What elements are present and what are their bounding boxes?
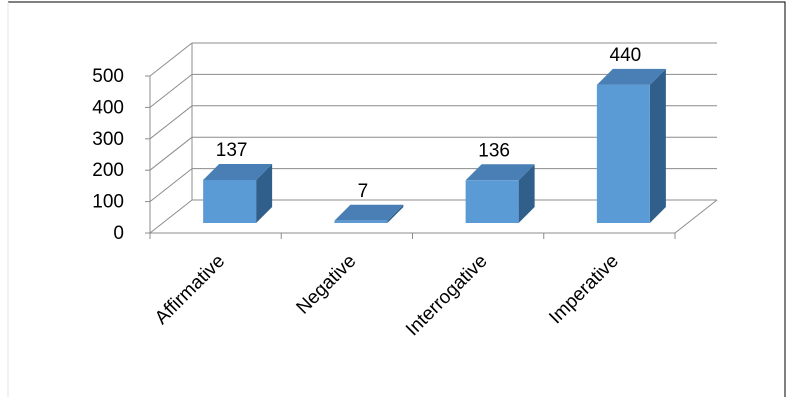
floor-left-edge xyxy=(149,199,193,234)
bar-side xyxy=(256,163,273,223)
bar xyxy=(465,164,535,223)
bars xyxy=(203,68,666,223)
bar-front xyxy=(203,179,257,223)
data-label: 7 xyxy=(358,181,369,202)
x-tick-label: Interrogative xyxy=(402,251,492,341)
gridline-diag xyxy=(149,105,193,140)
y-tick-label: 300 xyxy=(92,129,124,150)
floor-right-edge xyxy=(674,199,718,234)
y-tick-label: 400 xyxy=(92,97,124,118)
gridline-diag xyxy=(149,74,193,108)
bar-front xyxy=(334,220,388,223)
x-tick-label: Imperative xyxy=(545,251,623,329)
bar-side xyxy=(649,68,666,223)
y-tick-label: 100 xyxy=(92,192,124,213)
data-labels: 137 7 136 440 xyxy=(216,45,641,202)
bar-side xyxy=(387,204,404,223)
y-tick-label: 500 xyxy=(92,66,124,87)
bar xyxy=(334,204,404,223)
gridline-diag xyxy=(149,42,193,77)
gridline-diag xyxy=(149,168,193,202)
y-tick-label: 0 xyxy=(113,223,124,244)
bar-top xyxy=(334,204,404,221)
x-tick-labels: Affirmative Negative Interrogative Imperati… xyxy=(151,251,623,341)
x-tick-label: Affirmative xyxy=(151,251,229,329)
data-label: 440 xyxy=(610,45,642,66)
bar xyxy=(596,68,666,223)
y-tick-label: 200 xyxy=(92,160,124,181)
bar-top xyxy=(465,164,535,181)
y-tick-labels: 0 100 200 300 400 500 xyxy=(92,66,124,244)
data-label: 137 xyxy=(216,140,248,161)
bar-top xyxy=(596,68,666,85)
data-label: 136 xyxy=(478,140,510,161)
bar-front xyxy=(465,180,519,223)
bar xyxy=(203,163,273,223)
bar-side xyxy=(518,164,535,223)
chart-border xyxy=(8,1,786,397)
bar-front xyxy=(596,84,650,223)
gridline-diag xyxy=(149,136,193,171)
bar-top xyxy=(203,163,273,180)
x-tick-label: Negative xyxy=(293,251,361,319)
